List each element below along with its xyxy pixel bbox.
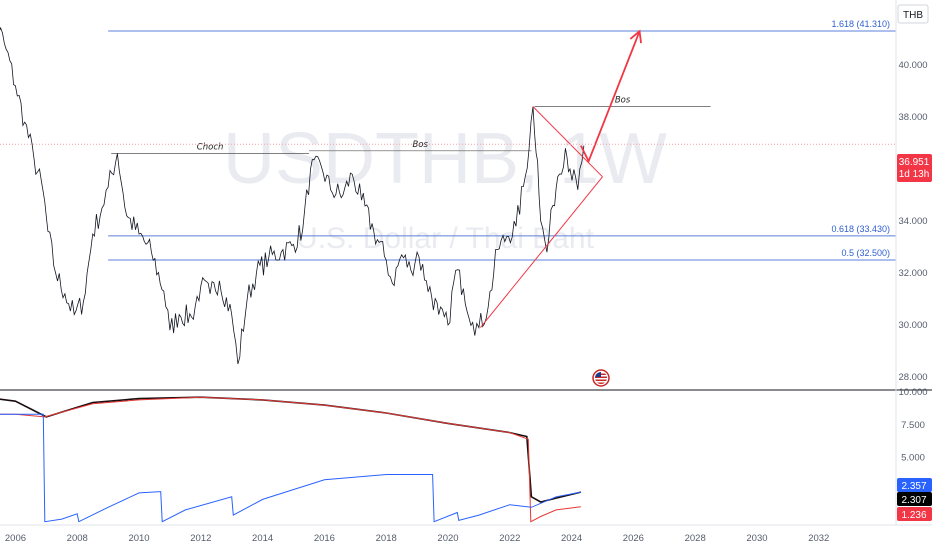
indicator-badge-bg bbox=[897, 507, 932, 521]
time-tick-label: 2012 bbox=[190, 533, 211, 544]
indicator-badge-value: 1.236 bbox=[901, 510, 926, 521]
indicator-badge-bg bbox=[897, 478, 932, 492]
projection-path bbox=[580, 30, 641, 164]
projection-arrowhead bbox=[629, 29, 642, 44]
time-tick-label: 2016 bbox=[314, 533, 335, 544]
time-axis[interactable]: 2006 2008 2010 2012 2014 2016 2018 2020 2022 2024… bbox=[5, 533, 829, 544]
indicator-series bbox=[0, 396, 582, 523]
fib-label: 1.618 (41.310) bbox=[831, 19, 890, 29]
time-tick-label: 2010 bbox=[128, 533, 149, 544]
indicator-line-dark bbox=[0, 396, 582, 503]
fib-label: 0.5 (32.500) bbox=[841, 248, 890, 258]
projection-arrow bbox=[580, 29, 642, 164]
price-tick-label: 34.000 bbox=[898, 216, 927, 227]
time-tick-label: 2022 bbox=[499, 533, 520, 544]
countdown-value: 1d 13h bbox=[899, 169, 930, 180]
annotation-label: Bos bbox=[615, 96, 631, 106]
annotation-label: Bos bbox=[412, 140, 428, 150]
indicator-badge-dark: 2.307 bbox=[897, 492, 932, 506]
indicator-badge-value: 2.357 bbox=[901, 481, 926, 492]
price-series bbox=[0, 26, 585, 365]
triangle-upper-line bbox=[532, 106, 603, 178]
usdthb-price-line bbox=[0, 26, 585, 365]
price-tick-label: 38.000 bbox=[898, 112, 927, 123]
time-tick-label: 2006 bbox=[5, 533, 26, 544]
indicator-badge-blue: 2.357 bbox=[897, 478, 932, 492]
triangle-pattern bbox=[480, 106, 603, 328]
price-axis[interactable]: 42.00040.00038.00036.00034.00032.00030.0… bbox=[898, 8, 927, 383]
time-tick-label: 2028 bbox=[685, 533, 706, 544]
indicator-tick-label: 5.000 bbox=[901, 453, 925, 464]
structure-annotations: Choch Bos Bos bbox=[111, 96, 711, 154]
triangle-lower-line bbox=[480, 176, 603, 328]
indicator-tick-label: 7.500 bbox=[901, 420, 925, 431]
time-tick-label: 2014 bbox=[252, 533, 273, 544]
indicator-line-blue bbox=[0, 413, 581, 523]
time-tick-label: 2030 bbox=[746, 533, 767, 544]
time-tick-label: 2020 bbox=[437, 533, 458, 544]
time-tick-label: 2018 bbox=[376, 533, 397, 544]
fib-label: 0.618 (33.430) bbox=[831, 224, 890, 234]
price-tick-label: 28.000 bbox=[898, 372, 927, 383]
annotation-label: Choch bbox=[197, 142, 224, 152]
currency-box[interactable] bbox=[897, 4, 929, 24]
time-tick-label: 2008 bbox=[67, 533, 88, 544]
fib-levels: 1.618 (41.310) 0.618 (33.430) 0.5 (32.500) bbox=[108, 19, 896, 261]
indicator-badge-bg bbox=[897, 492, 932, 506]
indicator-line-red bbox=[0, 396, 581, 523]
indicator-badge-value: 2.307 bbox=[901, 495, 926, 506]
price-tick-label: 30.000 bbox=[898, 320, 927, 331]
symbol-watermark: USDTHB, 1W bbox=[223, 119, 667, 199]
last-price-badge: 36.951 1d 13h bbox=[897, 154, 932, 182]
price-tick-label: 32.000 bbox=[898, 268, 927, 279]
last-price-value: 36.951 bbox=[899, 157, 930, 168]
indicator-badge-red: 1.236 bbox=[897, 507, 932, 521]
indicator-value-badges: 2.307 1.236 2.357 bbox=[897, 478, 932, 521]
price-tick-label: 40.000 bbox=[898, 60, 927, 71]
us-flag-icon[interactable] bbox=[592, 369, 610, 387]
currency-label: THB bbox=[903, 10, 923, 21]
time-tick-label: 2026 bbox=[623, 533, 644, 544]
time-tick-label: 2024 bbox=[561, 533, 582, 544]
time-tick-label: 2032 bbox=[808, 533, 829, 544]
indicator-tick-label: 10.000 bbox=[898, 387, 927, 398]
